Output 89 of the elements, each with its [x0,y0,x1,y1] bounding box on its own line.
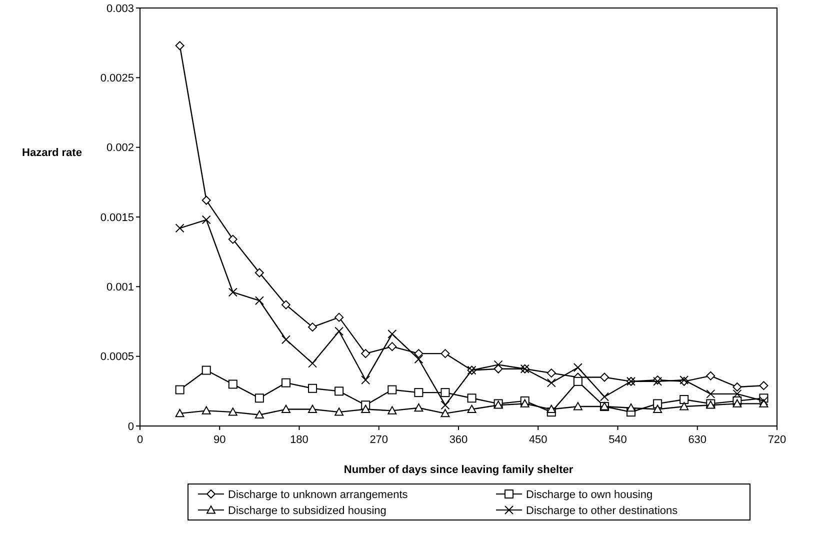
point [202,196,211,205]
point [175,224,184,233]
point [573,376,582,386]
point [228,408,238,416]
point [361,349,370,358]
point [334,312,344,322]
point [759,396,768,406]
point [680,402,689,410]
point [175,385,184,394]
point [573,362,582,372]
point [414,403,424,412]
point [254,410,264,419]
x-tick-label: 180 [290,434,308,446]
point [414,349,424,358]
y-axis-title: Hazard rate [22,147,82,159]
point [732,389,742,398]
point [281,335,290,344]
x-tick-label: 630 [688,434,707,446]
point [308,384,318,393]
y-tick-label: 0.001 [106,282,134,294]
legend-label: Discharge to unknown arrangements [228,488,408,501]
point [546,404,556,413]
point [600,372,609,382]
point [281,300,290,310]
y-tick-label: 0.0005 [100,351,134,364]
point [680,395,689,404]
x-tick-label: 270 [370,434,388,446]
point [440,400,450,410]
point [759,381,768,390]
point [308,322,318,332]
point [546,378,556,388]
point [308,358,318,368]
point [228,234,238,244]
point [732,399,742,408]
point [440,349,450,358]
x-tick-label: 450 [528,434,548,446]
point [706,389,716,398]
legend-label: Discharge to subsidized housing [228,504,386,517]
point [202,366,211,375]
y-tick-label: 0.0025 [100,72,134,85]
point [414,354,424,364]
point [388,342,397,352]
point [202,406,211,414]
point [414,388,424,398]
point [573,402,582,410]
point [202,215,211,224]
y-tick-label: 0 [128,420,134,433]
x-tick-label: 540 [608,434,627,446]
legend-label: Discharge to other destinations [526,504,678,517]
x-tick-label: 0 [136,434,144,446]
point [228,288,238,297]
point [334,408,344,416]
point [175,408,184,418]
point [281,404,290,413]
point [653,399,662,408]
point [388,330,397,339]
point [334,386,344,396]
point [361,376,370,385]
point [494,360,503,370]
point [388,406,397,414]
point [388,385,397,394]
point [732,382,742,392]
legend-label: Discharge to own housing [526,488,653,501]
point [228,380,238,389]
y-tick-label: 0.0015 [100,212,134,224]
x-tick-label: 90 [214,434,226,446]
point [254,394,264,403]
point [175,41,184,50]
point [467,404,476,413]
point [546,368,556,378]
point [653,404,662,413]
point [706,371,716,380]
point [254,296,264,306]
point [440,388,450,398]
y-tick-label: 0.003 [106,2,134,15]
x-axis-title: Number of days since leaving family shelter [344,464,574,476]
point [281,378,290,388]
point [467,394,476,403]
point [334,326,344,336]
point [520,399,530,408]
point [308,404,318,413]
point [361,404,370,413]
x-tick-label: 720 [768,434,786,446]
x-tick-label: 360 [449,434,468,446]
y-tick-label: 0.002 [106,142,134,154]
point [440,408,450,418]
point [600,392,609,402]
point [626,403,636,412]
point [254,268,264,278]
